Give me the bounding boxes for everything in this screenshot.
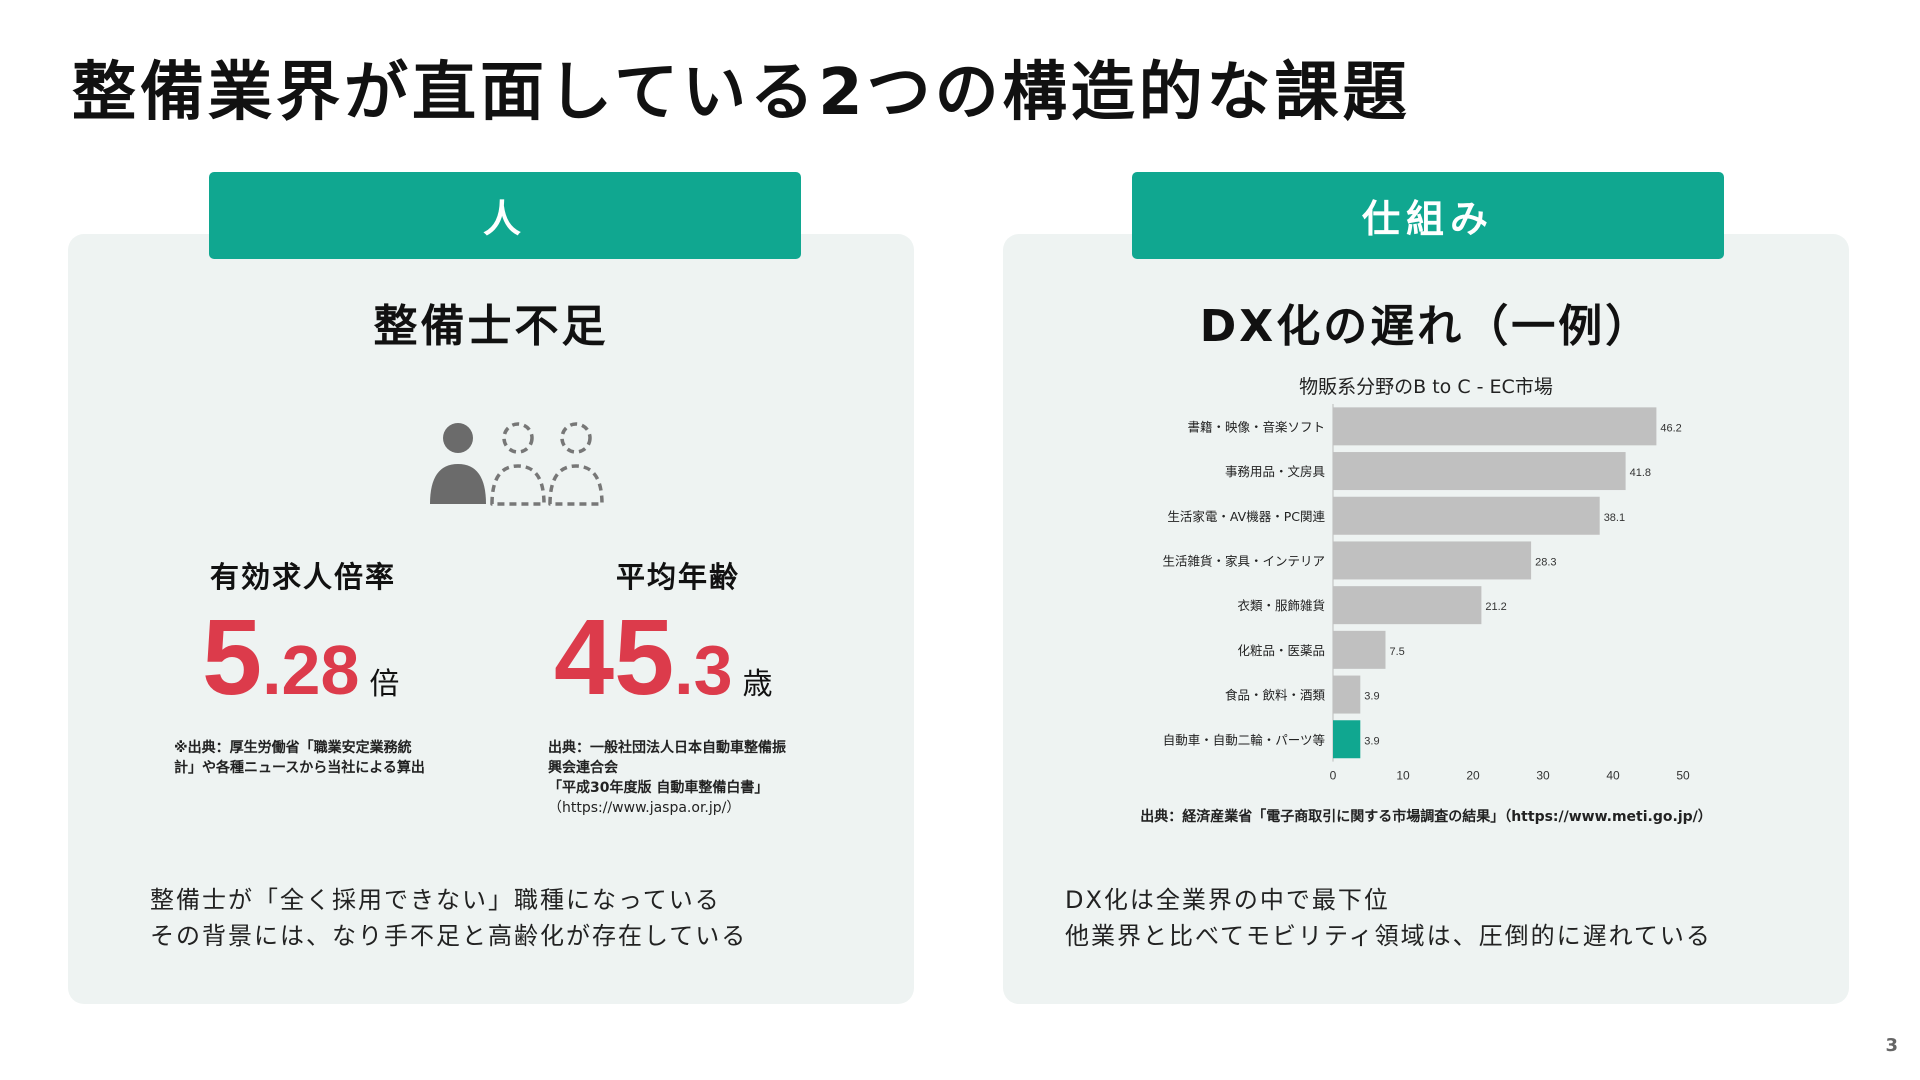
summary-line: 整備士が「全く採用できない」職種になっている [150,886,721,914]
x-tick-label: 30 [1536,769,1550,783]
data-label: 46.2 [1660,422,1681,434]
page-title: 整備業界が直面している2つの構造的な課題 [72,56,1411,130]
average-age-dec: .3 [674,631,733,709]
x-tick-label: 10 [1396,769,1410,783]
system-panel: DX化の遅れ（一例） 物販系分野のB to C - EC市場 書籍・映像・音楽ソ… [1003,234,1849,1004]
source-line: 計」や各種ニュースから当社による算出 [174,760,425,776]
tab-people: 人 [209,172,801,259]
category-label: 自動車・自動二輪・パーツ等 [1163,732,1325,747]
chart-title: 物販系分野のB to C - EC市場 [1299,376,1553,398]
average-age-value: 45.3 歳 [554,594,773,719]
source-line: 興会連合会 [548,760,618,776]
category-label: 衣類・服飾雑貨 [1237,598,1325,613]
data-label: 38.1 [1604,512,1625,524]
panel-title-people: 整備士不足 [373,301,609,352]
average-age-label: 平均年齢 [616,560,741,594]
average-age-source: 出典：一般社団法人日本自動車整備振 興会連合会 「平成30年度版 自動車整備白書… [548,738,786,818]
people-summary: 整備士が「全く採用できない」職種になっている その背景には、なり手不足と高齢化が… [150,882,747,954]
bar [1333,496,1600,535]
data-label: 21.2 [1485,601,1506,613]
category-label: 生活家電・AV機器・PC関連 [1167,509,1325,524]
x-tick-label: 40 [1606,769,1620,783]
summary-line: その背景には、なり手不足と高齢化が存在している [150,922,748,950]
x-tick-label: 50 [1676,769,1690,783]
system-summary: DX化は全業界の中で最下位 他業界と比べてモビリティ領域は、圧倒的に遅れている [1065,882,1712,954]
bar [1333,586,1482,625]
data-label: 3.9 [1364,735,1379,747]
ec-market-bar-chart: 書籍・映像・音楽ソフト 46.2 事務用品・文房具 41.8 生活家電・AV機器・PC関… [1162,404,1690,783]
job-ratio-dec: .28 [262,631,360,709]
source-line: （https://www.jaspa.or.jp/） [548,800,741,816]
category-label: 生活雑貨・家具・インテリア [1162,553,1325,568]
job-ratio-unit: 倍 [369,667,400,702]
people-icon [430,422,604,506]
category-label: 事務用品・文房具 [1225,464,1326,479]
job-ratio-int: 5 [202,596,263,717]
data-label: 28.3 [1535,556,1556,568]
job-ratio-label: 有効求人倍率 [210,560,397,594]
job-ratio-source: ※出典：厚生労働省「職業安定業務統 計」や各種ニュースから当社による算出 [174,738,425,778]
bar [1333,720,1361,759]
category-label: 食品・飲料・酒類 [1225,688,1326,703]
x-tick-label: 20 [1466,769,1480,783]
data-label: 7.5 [1390,646,1405,658]
source-line: 「平成30年度版 自動車整備白書」 [548,780,769,796]
data-label: 41.8 [1630,467,1651,479]
category-label: 化粧品・医薬品 [1237,643,1325,658]
page-number: 3 [1885,1035,1898,1056]
summary-line: DX化は全業界の中で最下位 [1065,886,1390,914]
job-ratio-value: 5.28 倍 [202,594,399,719]
bar [1333,541,1532,580]
data-label: 3.9 [1364,691,1379,703]
people-panel: 整備士不足 有効求人倍率 5.28 倍 ※出典：厚生労働省「職業安定業務統 計」や… [68,234,914,1004]
category-label: 書籍・映像・音楽ソフト [1187,419,1325,434]
tab-system: 仕組み [1132,172,1724,259]
source-line: ※出典：厚生労働省「職業安定業務統 [174,740,412,756]
source-line: 出典：一般社団法人日本自動車整備振 [548,740,786,756]
bar [1333,407,1657,446]
average-age-int: 45 [554,596,675,717]
bar [1333,630,1386,669]
average-age-unit: 歳 [742,667,773,702]
chart-source: 出典：経済産業省「電子商取引に関する市場調査の結果」（https://www.m… [1140,809,1712,825]
bar [1333,452,1626,491]
x-tick-label: 0 [1330,769,1337,783]
summary-line: 他業界と比べてモビリティ領域は、圧倒的に遅れている [1065,922,1712,950]
bar [1333,675,1361,714]
panel-title-system: DX化の遅れ（一例） [1199,301,1653,352]
